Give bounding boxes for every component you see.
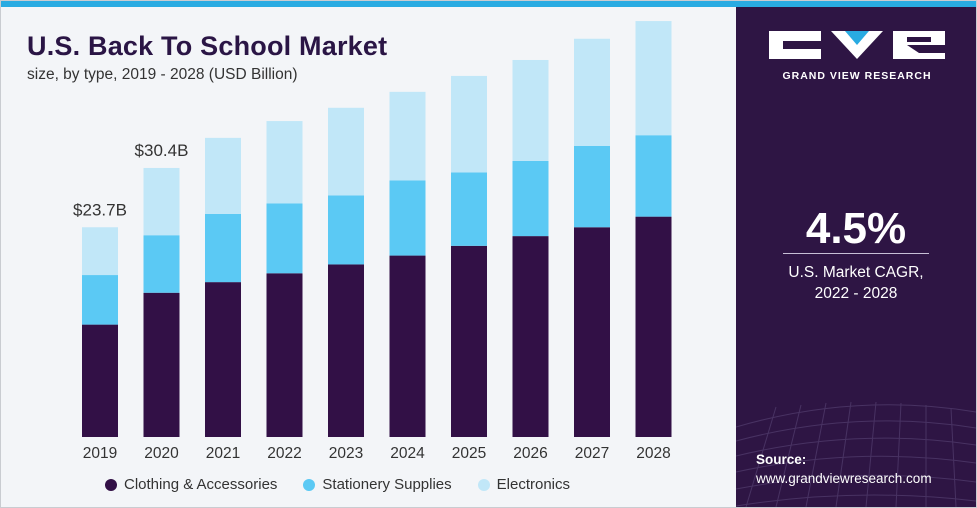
bar-2022-stationery-supplies [266,203,303,274]
cagr-label-line2: 2022 - 2028 [814,285,898,302]
bar-chart: 2019 2020 2021 2022 2023 2024 2025 2026 2027 2028… [73,21,672,462]
cagr-label-line1: U.S. Market CAGR, [788,264,924,281]
bar-2027-stationery-supplies [574,145,610,228]
x-tick-label-2025: 2025 [452,445,486,462]
x-tick-label-2027: 2027 [575,445,609,462]
bar-2026-stationery-supplies [512,160,549,237]
logo-notch-r [907,45,945,53]
gvr-logo-icon [769,31,945,59]
x-tick-label-2028: 2028 [636,445,670,462]
chart-legend: Clothing & Accessories Stationery Suppli… [105,476,596,493]
chart-title: U.S. Back To School Market [27,31,388,61]
x-tick-label-2022: 2022 [267,445,301,462]
logo-slot-r [907,37,931,42]
bar-2024-electronics [389,91,426,181]
bar-2019-clothing-accessories [82,324,118,437]
bar-2024-clothing-accessories [389,255,426,437]
source-url-link[interactable]: www.grandviewresearch.com [756,471,932,486]
side-panel-background [736,7,976,507]
bar-2028-stationery-supplies [635,135,672,217]
bar-2027-electronics [574,38,610,146]
x-tick-label-2026: 2026 [513,445,547,462]
bar-2025-electronics [451,75,487,173]
bar-2025-stationery-supplies [451,172,487,246]
x-tick-label-2020: 2020 [144,445,179,462]
x-tick-label-2024: 2024 [390,445,425,462]
source-label: Source: [756,452,807,467]
mesh-grid-graphic [736,401,976,507]
data-label-2020: $30.4B [135,141,189,160]
bar-2024-stationery-supplies [389,180,426,256]
bar-2021-stationery-supplies [205,213,241,283]
legend-swatch-electronics [477,478,490,491]
x-tick-label-2023: 2023 [329,445,363,462]
legend-item-stationery: Stationery Supplies [303,476,452,493]
bar-2022-clothing-accessories [266,273,303,437]
legend-swatch-stationery [303,478,316,491]
data-label-2019: $23.7B [73,200,127,219]
legend-swatch-clothing [105,478,117,491]
logo-wordmark: GRAND VIEW RESEARCH [782,70,932,82]
bar-2027-clothing-accessories [574,227,610,437]
cagr-label: U.S. Market CAGR, 2022 - 2028 [736,262,976,304]
logo-chevron-v-inner [845,31,869,45]
x-tick-label-2019: 2019 [83,445,117,462]
bar-2020-stationery-supplies [143,235,180,293]
side-panel-fill [736,7,976,507]
legend-item-electronics: Electronics [477,476,571,493]
bar-2026-clothing-accessories [512,236,549,437]
bar-2019-stationery-supplies [82,275,118,325]
x-tick-label-2021: 2021 [206,445,240,462]
bar-2019-electronics [82,227,118,276]
bar-2023-stationery-supplies [328,195,364,265]
bar-2025-clothing-accessories [451,245,487,437]
bar-2020-clothing-accessories [143,292,180,437]
cagr-value: 4.5% [805,204,907,253]
chart-panel: 2019 2020 2021 2022 2023 2024 2025 2026 2027 2028… [1,7,736,507]
bar-2021-clothing-accessories [205,282,241,437]
side-panel: GRAND VIEW RESEARCH 4.5% U.S. Market CAG… [736,7,976,507]
cagr-divider [783,253,929,254]
bar-2026-electronics [512,59,549,161]
bar-2022-electronics [266,121,303,204]
chart-subtitle: size, by type, 2019 - 2028 (USD Billion) [27,66,298,83]
logo-notch-g [783,41,821,49]
legend-label-stationery: Stationery Supplies [322,476,452,493]
bar-2020-electronics [143,167,180,236]
bar-2023-electronics [328,107,364,196]
legend-label-electronics: Electronics [496,476,571,493]
legend-label-clothing: Clothing & Accessories [124,476,278,493]
bar-2023-clothing-accessories [328,264,364,437]
legend-item-clothing: Clothing & Accessories [105,476,277,493]
bar-2028-electronics [635,21,672,136]
bar-2021-electronics [205,137,241,214]
bar-2028-clothing-accessories [635,216,672,437]
top-accent-bar [1,1,976,7]
